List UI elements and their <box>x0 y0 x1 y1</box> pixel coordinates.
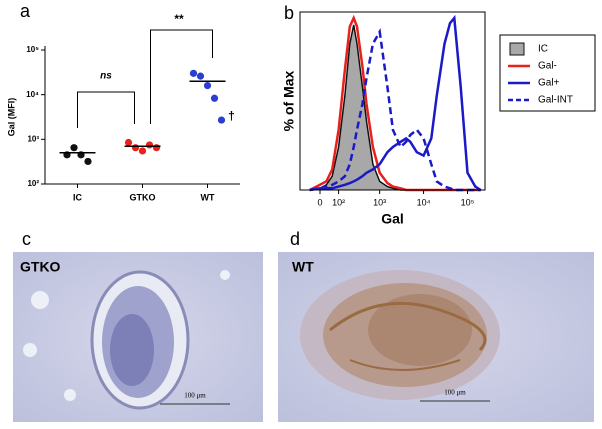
image-title: GTKO <box>20 259 61 275</box>
line <box>309 24 481 191</box>
dot <box>152 144 161 152</box>
dot <box>203 81 212 90</box>
bracket <box>150 29 213 124</box>
dot <box>138 147 147 155</box>
x-axis-label: Gal <box>381 211 404 227</box>
y-axis-label: Gal (MFI) <box>6 98 16 137</box>
x-tick-label: 10³ <box>373 197 386 207</box>
panel-letter: a <box>20 1 31 21</box>
x-tick-label: 10² <box>332 197 345 207</box>
x-tick-label: 0 <box>317 197 322 207</box>
plot-frame <box>299 11 486 191</box>
dot <box>131 144 140 152</box>
panel-letter: b <box>284 3 294 23</box>
image-title: WT <box>292 259 314 275</box>
bracket <box>77 91 135 128</box>
legend-label: Gal+ <box>538 78 560 89</box>
dot <box>145 141 154 149</box>
x-tick-label: GTKO <box>130 192 156 202</box>
x-tick-label: WT <box>201 192 215 202</box>
legend-label: IC <box>538 44 548 55</box>
annotation: ns <box>100 71 112 82</box>
micrograph-c <box>13 252 263 422</box>
dot <box>70 144 78 152</box>
line <box>309 14 482 192</box>
dot <box>210 94 219 102</box>
panel-letter: c <box>22 229 31 249</box>
y-tick-label: 10² <box>27 179 39 188</box>
y-tick-label: 10³ <box>27 134 39 143</box>
dot <box>84 157 92 166</box>
dot <box>217 116 226 124</box>
panel-letter: d <box>290 229 300 249</box>
x-tick-label: IC <box>73 192 83 202</box>
scale-bar-label: 100 μm <box>444 389 466 397</box>
y-tick-label: 10⁴ <box>26 90 39 99</box>
dot <box>196 72 205 80</box>
legend-label: Gal-INT <box>538 95 573 106</box>
legend-label: Gal- <box>538 61 557 72</box>
x-tick-label: 10⁵ <box>461 197 475 207</box>
annotation: ** <box>174 12 184 26</box>
scale-bar-label: 100 μm <box>184 392 206 400</box>
dot <box>189 69 198 77</box>
x-tick-label: 10⁴ <box>417 197 431 207</box>
line <box>309 27 481 192</box>
annotation: † <box>228 109 235 123</box>
y-tick-label: 10⁵ <box>26 45 39 54</box>
legend-swatch <box>509 42 525 56</box>
dot <box>124 138 133 147</box>
y-axis-label: % of Max <box>281 70 297 131</box>
micrograph-d <box>278 252 594 422</box>
